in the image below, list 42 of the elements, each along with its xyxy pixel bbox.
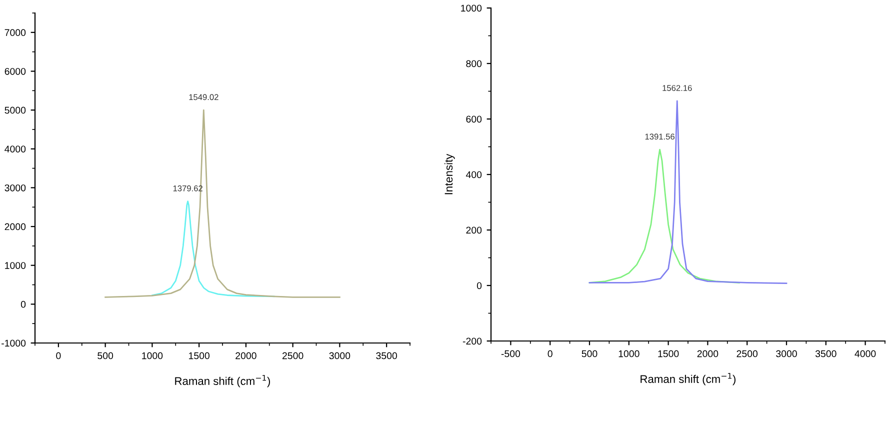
- x-tick-label: 1000: [618, 350, 640, 358]
- x-tick-label: 3000: [776, 350, 797, 358]
- x-tick-label: 0: [548, 350, 552, 358]
- x-tick-label: 2000: [697, 350, 718, 358]
- y-tick-label: 200: [466, 226, 482, 234]
- line-series: [104, 109, 340, 298]
- x-tick-label: 2500: [736, 350, 758, 358]
- y-axis-title: Intensity: [444, 154, 455, 194]
- y-tick-label: 2000: [4, 223, 26, 230]
- x-axis-title: Raman shift (cm$^{−1}$): [640, 372, 736, 386]
- x-tick-label: 500: [582, 350, 598, 358]
- y-tick-label: -1000: [2, 340, 26, 347]
- y-tick-label: 800: [466, 60, 482, 68]
- x-tick-label: 1500: [188, 352, 210, 360]
- x-tick-label: 4000: [854, 350, 876, 358]
- x-tick-label: 3000: [329, 352, 350, 360]
- y-tick-label: 1000: [461, 4, 482, 12]
- y-tick-label: 6000: [4, 68, 26, 75]
- x-tick-label: 3500: [376, 352, 397, 360]
- annotation: 1562.16: [662, 85, 692, 91]
- y-tick-label: 3000: [4, 184, 26, 192]
- y-tick-label: 400: [466, 171, 482, 178]
- x-tick-label: 2000: [236, 352, 256, 360]
- y-tick-label: 1000: [5, 262, 26, 269]
- y-tick-label: 7000: [4, 29, 26, 36]
- x-tick-label: -500: [501, 350, 520, 358]
- x-tick-label: 2500: [282, 352, 304, 360]
- x-tick-label: 0: [56, 352, 61, 360]
- annotation: 1549.02: [189, 94, 218, 100]
- x-tick-label: 1000: [142, 352, 163, 360]
- y-tick-label: 4000: [4, 146, 26, 152]
- x-tick-label: 500: [98, 352, 114, 360]
- x-axis-title: Raman shift (cm$^{−1}$): [175, 374, 270, 388]
- x-tick-label: 3500: [815, 350, 836, 358]
- annotation: 1391.56: [645, 134, 674, 140]
- x-tick-label: 1500: [658, 350, 679, 358]
- line-series: [588, 100, 788, 284]
- y-tick-label: 600: [466, 116, 482, 123]
- y-tick-label: -200: [462, 338, 482, 345]
- y-tick-label: 0: [20, 300, 26, 308]
- y-tick-label: 5000: [4, 106, 26, 114]
- y-tick-label: 0: [476, 282, 482, 290]
